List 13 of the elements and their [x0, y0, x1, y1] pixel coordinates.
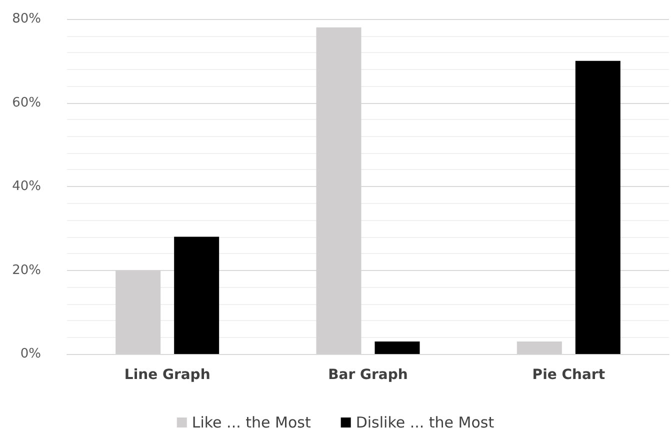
legend-label: Like ... the Most: [192, 414, 311, 432]
y-tick-label: 0%: [20, 346, 41, 362]
x-tick-label: Pie Chart: [532, 367, 606, 383]
bar: [575, 60, 620, 354]
legend-label: Dislike ... the Most: [356, 414, 494, 432]
x-tick-label: Bar Graph: [328, 367, 408, 383]
bar: [374, 341, 420, 354]
y-tick-label: 20%: [12, 262, 41, 278]
bar: [174, 236, 220, 354]
y-tick-label: 60%: [12, 95, 41, 110]
y-tick-label: 40%: [12, 179, 41, 194]
x-tick-label: Line Graph: [124, 367, 210, 383]
y-tick-label: 80%: [12, 12, 41, 26]
